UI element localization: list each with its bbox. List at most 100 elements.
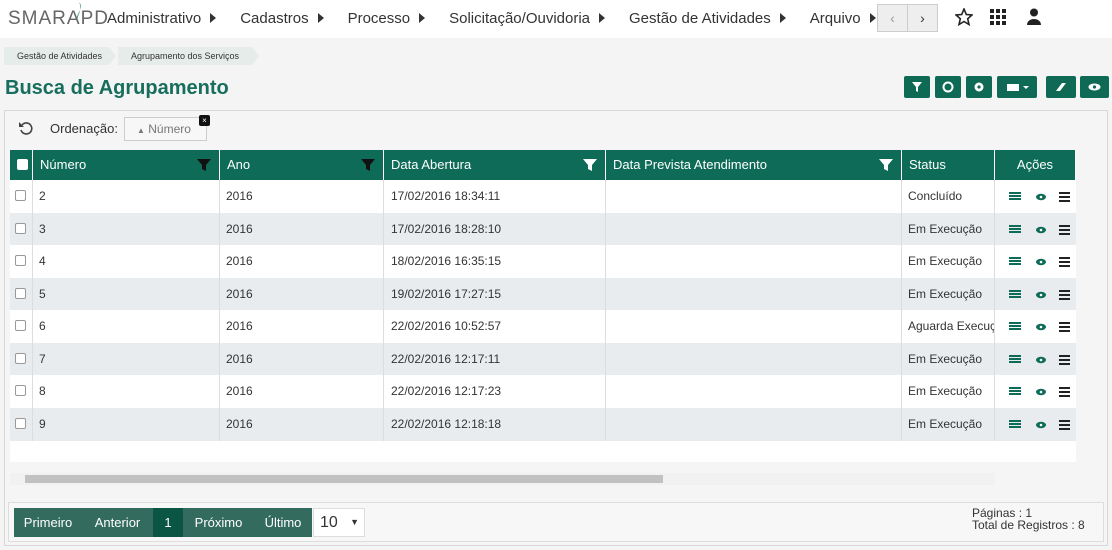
row-select[interactable] — [10, 277, 33, 311]
menu-item[interactable]: Arquivo — [810, 10, 876, 27]
select-all[interactable] — [10, 150, 33, 180]
sort-chip[interactable]: ▲ Número — [124, 117, 207, 141]
cell-status: Em Execução — [902, 342, 995, 376]
cell-empty — [606, 212, 902, 246]
user-icon[interactable] — [1027, 8, 1041, 25]
breadcrumb-item[interactable]: Agrupamento dos Serviços — [118, 47, 259, 65]
logo-flame — [76, 2, 82, 24]
row-actions[interactable] — [995, 278, 1076, 311]
remove-sort[interactable]: × — [199, 115, 210, 126]
scroll-thumb[interactable] — [25, 475, 663, 483]
cell-ano: 2016 — [220, 342, 384, 376]
row-select[interactable] — [10, 407, 33, 441]
cell-status: Em Execução — [902, 407, 995, 441]
refresh-button[interactable] — [935, 76, 961, 98]
column-header[interactable]: Status — [902, 150, 995, 180]
page-size: 10 — [320, 514, 338, 531]
cell-status: Em Execução — [902, 245, 995, 278]
row-actions[interactable] — [995, 213, 1076, 246]
print-button[interactable] — [997, 76, 1037, 98]
cell-empty — [606, 245, 902, 278]
cell-ano: 2016 — [220, 375, 384, 408]
row-select[interactable] — [10, 180, 33, 213]
column-header[interactable]: Data Prevista Atendimento — [606, 150, 902, 180]
apps-icon[interactable] — [990, 9, 1006, 25]
column-title: Status — [909, 157, 946, 172]
reset-sort-icon[interactable] — [18, 120, 34, 136]
logo[interactable]: SMARAPD — [8, 8, 109, 29]
settings-button[interactable] — [966, 76, 992, 98]
cell-status: Aguarda Execução — [902, 310, 995, 343]
table-row: 7 2016 22/02/2016 12:17:11 Em Execução — [10, 342, 1076, 376]
menu-item[interactable]: Gestão de Atividades — [629, 10, 786, 27]
cell-numero: 3 — [33, 212, 220, 246]
cell-empty — [606, 310, 902, 343]
column-title: Ano — [227, 157, 251, 172]
table-row: 5 2016 19/02/2016 17:27:15 Em Execução — [10, 277, 1076, 311]
page-size-select[interactable]: 10 ▼ — [313, 508, 365, 537]
table-row: 8 2016 22/02/2016 12:17:23 Em Execução — [10, 375, 1076, 408]
h-scrollbar[interactable] — [10, 473, 995, 485]
menu: Administrativo Cadastros Processo Solicitaç… — [107, 0, 876, 36]
view-button[interactable] — [1080, 76, 1109, 98]
menu-item[interactable]: Solicitação/Ouvidoria — [449, 10, 605, 27]
sort-label: Ordenação: — [50, 121, 118, 136]
pager-button[interactable]: Primeiro — [14, 508, 82, 537]
row-actions[interactable] — [995, 343, 1076, 376]
next-arrow[interactable]: › — [907, 4, 938, 32]
row-actions[interactable] — [995, 310, 1076, 343]
menu-item[interactable]: Administrativo — [107, 10, 216, 27]
column-header[interactable]: Número — [33, 150, 220, 180]
cell-empty — [606, 277, 902, 311]
cell-abertura: 17/02/2016 18:34:11 — [384, 180, 606, 213]
row-select[interactable] — [10, 342, 33, 376]
cell-status: Em Execução — [902, 212, 995, 246]
cell-abertura: 17/02/2016 18:28:10 — [384, 212, 606, 246]
pager-button[interactable]: 1 — [153, 508, 183, 537]
cell-numero: 8 — [33, 375, 220, 408]
cell-ano: 2016 — [220, 277, 384, 311]
pager-button[interactable]: Anterior — [82, 508, 153, 537]
menu-item[interactable]: Processo — [348, 10, 426, 27]
filter-button[interactable] — [904, 76, 930, 98]
row-select[interactable] — [10, 310, 33, 343]
row-actions[interactable] — [995, 180, 1076, 213]
cell-empty — [606, 375, 902, 408]
column-header[interactable]: Data Abertura — [384, 150, 606, 180]
cell-abertura: 18/02/2016 16:35:15 — [384, 245, 606, 278]
row-select[interactable] — [10, 212, 33, 246]
page-title: Busca de Agrupamento — [5, 77, 229, 99]
prev-arrow[interactable]: ‹ — [877, 4, 908, 32]
table-row: 3 2016 17/02/2016 18:28:10 Em Execução — [10, 212, 1076, 246]
column-header[interactable]: Ações — [995, 150, 1076, 180]
cell-numero: 2 — [33, 180, 220, 213]
pager-button[interactable]: Próximo — [183, 508, 254, 537]
row-select[interactable] — [10, 375, 33, 408]
column-title: Ações — [1016, 157, 1054, 172]
top-nav: SMARAPD Administrativo Cadastros Processo S… — [0, 0, 1112, 38]
row-select[interactable] — [10, 245, 33, 278]
sort-field: Número — [148, 122, 191, 136]
table-row: 9 2016 22/02/2016 12:18:18 Em Execução — [10, 407, 1076, 441]
pager-button[interactable]: Último — [254, 508, 312, 537]
cell-empty — [606, 180, 902, 213]
column-header[interactable]: Ano — [220, 150, 384, 180]
column-title: Número — [40, 157, 87, 172]
cell-ano: 2016 — [220, 310, 384, 343]
row-actions[interactable] — [995, 245, 1076, 278]
menu-item[interactable]: Cadastros — [240, 10, 323, 27]
clear-button[interactable] — [1046, 76, 1076, 98]
cell-status: Concluído — [902, 180, 995, 213]
table-row: 4 2016 18/02/2016 16:35:15 Em Execução — [10, 245, 1076, 278]
cell-numero: 5 — [33, 277, 220, 311]
breadcrumb-item[interactable]: Gestão de Atividades — [4, 47, 116, 65]
cell-numero: 9 — [33, 407, 220, 441]
star-icon[interactable] — [955, 8, 973, 26]
pages-count: Páginas : 1 — [972, 506, 1033, 520]
cell-numero: 4 — [33, 245, 220, 278]
row-actions[interactable] — [995, 375, 1076, 408]
row-actions[interactable] — [995, 408, 1076, 441]
